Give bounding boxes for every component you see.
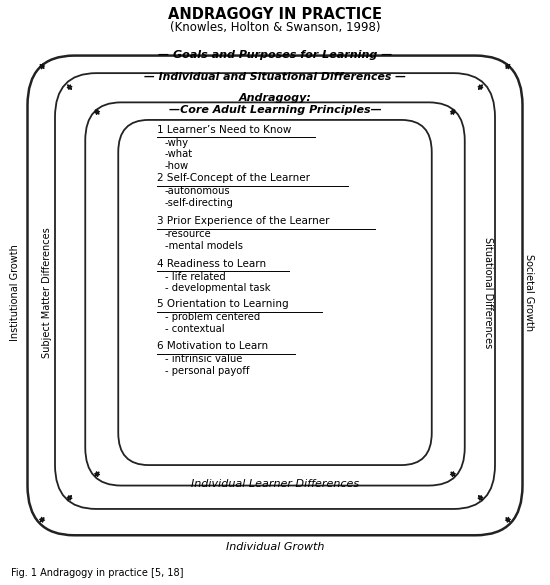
Text: -why: -why [165, 137, 189, 148]
Text: - life related: - life related [165, 271, 226, 282]
Text: - problem centered: - problem centered [165, 312, 260, 322]
Text: —Core Adult Learning Principles—: —Core Adult Learning Principles— [169, 105, 381, 115]
Text: Andragogy:: Andragogy: [239, 93, 311, 104]
Text: -how: -how [165, 161, 189, 171]
Text: Individual Learner Differences: Individual Learner Differences [191, 479, 359, 490]
Text: ANDRAGOGY IN PRACTICE: ANDRAGOGY IN PRACTICE [168, 6, 382, 22]
Text: Subject Matter Differences: Subject Matter Differences [42, 227, 52, 358]
Text: 6 Motivation to Learn: 6 Motivation to Learn [157, 341, 268, 352]
Text: - intrinsic value: - intrinsic value [165, 354, 243, 364]
Text: 1 Learner’s Need to Know: 1 Learner’s Need to Know [157, 125, 291, 135]
Text: 3 Prior Experience of the Learner: 3 Prior Experience of the Learner [157, 216, 329, 226]
Text: -mental models: -mental models [165, 240, 243, 251]
Text: Institutional Growth: Institutional Growth [10, 244, 20, 341]
Text: - developmental task: - developmental task [165, 283, 271, 294]
Text: -what: -what [165, 149, 193, 160]
Text: -resource: -resource [165, 229, 212, 239]
Text: — Goals and Purposes for Learning —: — Goals and Purposes for Learning — [158, 50, 392, 60]
Text: — Individual and Situational Differences —: — Individual and Situational Differences… [144, 72, 406, 82]
Text: 5 Orientation to Learning: 5 Orientation to Learning [157, 299, 288, 309]
Text: -autonomous: -autonomous [165, 186, 230, 197]
Text: (Knowles, Holton & Swanson, 1998): (Knowles, Holton & Swanson, 1998) [170, 21, 380, 34]
Text: - contextual: - contextual [165, 324, 224, 334]
Text: - personal payoff: - personal payoff [165, 366, 250, 377]
Text: Societal Growth: Societal Growth [524, 254, 534, 331]
Text: 2 Self-Concept of the Learner: 2 Self-Concept of the Learner [157, 173, 310, 184]
Text: -self-directing: -self-directing [165, 198, 234, 208]
Text: Fig. 1 Andragogy in practice [5, 18]: Fig. 1 Andragogy in practice [5, 18] [11, 568, 184, 579]
Text: 4 Readiness to Learn: 4 Readiness to Learn [157, 259, 266, 269]
Text: Situational Differences: Situational Differences [483, 237, 493, 348]
Text: Individual Growth: Individual Growth [226, 542, 324, 552]
